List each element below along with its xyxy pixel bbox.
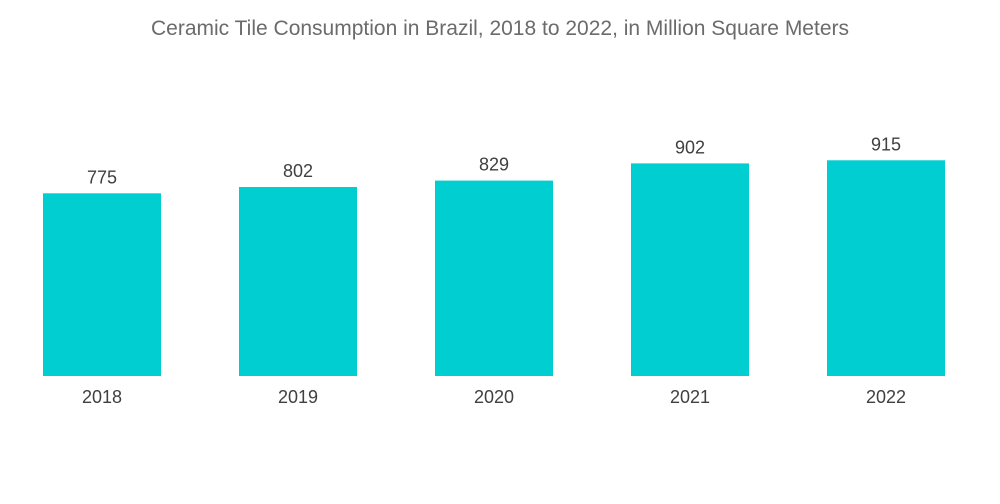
bar-2018 (43, 193, 161, 376)
bar-value-label: 775 (87, 167, 117, 187)
x-tick-label: 2018 (82, 387, 122, 407)
bar-value-label: 802 (283, 161, 313, 181)
x-tick-label: 2020 (474, 387, 514, 407)
x-tick-label: 2022 (866, 387, 906, 407)
bar-value-label: 902 (675, 137, 705, 157)
chart-title: Ceramic Tile Consumption in Brazil, 2018… (151, 17, 849, 40)
bar-value-label: 829 (479, 155, 509, 175)
bar-2021 (631, 163, 749, 376)
bar-2019 (239, 187, 357, 376)
bar-2022 (827, 160, 945, 376)
bar-value-label: 915 (871, 134, 901, 154)
x-tick-label: 2019 (278, 387, 318, 407)
x-tick-label: 2021 (670, 387, 710, 407)
bar-2020 (435, 180, 553, 376)
bars-layer: 775 2018 802 2019 829 2020 902 2021 915 2022 (43, 134, 945, 407)
